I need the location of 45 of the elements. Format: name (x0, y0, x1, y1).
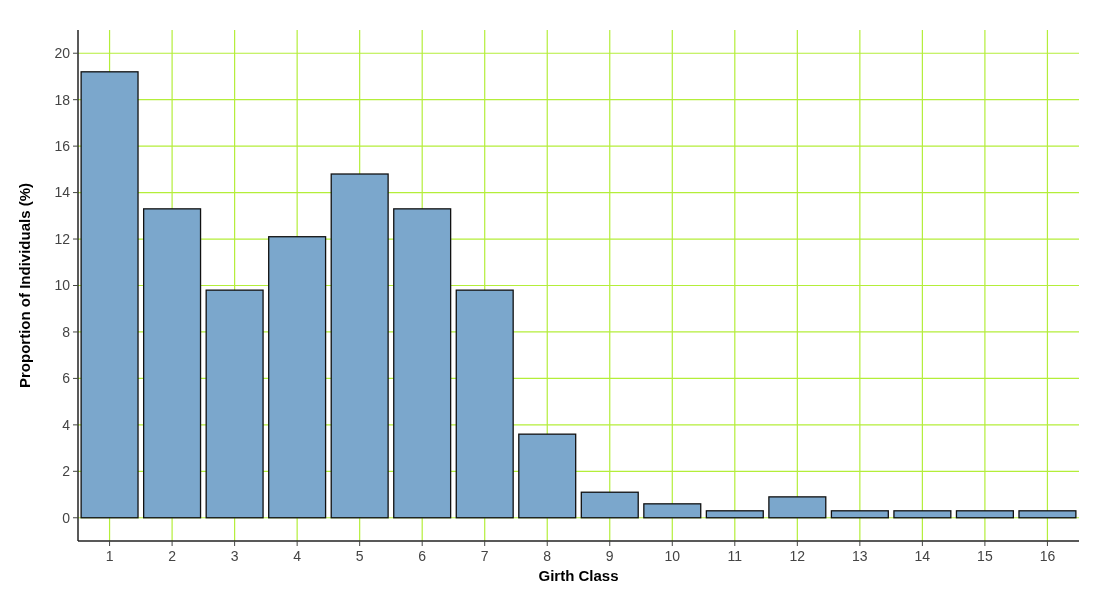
bar (580, 491, 639, 519)
x-axis-title: Girth Class (538, 567, 619, 584)
bar (705, 510, 764, 519)
x-tick-label: 11 (727, 548, 743, 564)
x-tick-label: 13 (852, 548, 868, 564)
bar (768, 496, 827, 519)
x-tick-label: 16 (1039, 548, 1056, 564)
bar (393, 208, 452, 519)
bar (80, 71, 139, 519)
y-tick-label: 8 (62, 323, 71, 340)
bar (893, 510, 952, 519)
bar (268, 236, 327, 519)
y-tick-label: 20 (54, 45, 71, 62)
y-tick-label: 6 (62, 370, 71, 387)
x-tick-label: 1 (105, 548, 114, 564)
x-tick-label: 3 (230, 548, 239, 564)
y-tick-label: 2 (62, 463, 71, 480)
x-tick-label: 15 (977, 548, 993, 564)
bar (330, 173, 389, 519)
bar (955, 510, 1014, 519)
y-tick-label: 18 (54, 91, 71, 108)
y-tick-label: 12 (54, 230, 71, 247)
y-axis-title: Proportion of Individuals (%) (16, 183, 33, 388)
x-tick-label: 5 (355, 548, 364, 564)
bar (455, 289, 514, 519)
bar (1018, 510, 1077, 519)
x-tick-label: 4 (293, 548, 302, 564)
bar (643, 503, 702, 519)
x-tick-label: 2 (168, 548, 177, 564)
bar (205, 289, 264, 519)
x-tick-label: 12 (789, 548, 806, 564)
bar (143, 208, 202, 519)
y-tick-label: 0 (62, 509, 71, 526)
y-tick-label: 10 (54, 277, 71, 294)
y-tick-label: 16 (54, 138, 71, 155)
bar (830, 510, 889, 519)
x-tick-label: 14 (914, 548, 931, 564)
x-tick-label: 7 (480, 548, 489, 564)
y-tick-label: 4 (62, 416, 71, 433)
bar (518, 433, 577, 519)
y-tick-label: 14 (54, 184, 71, 201)
x-tick-label: 8 (543, 548, 552, 564)
x-tick-label: 9 (605, 548, 614, 564)
x-tick-label: 10 (664, 548, 681, 564)
x-tick-label: 6 (418, 548, 427, 564)
